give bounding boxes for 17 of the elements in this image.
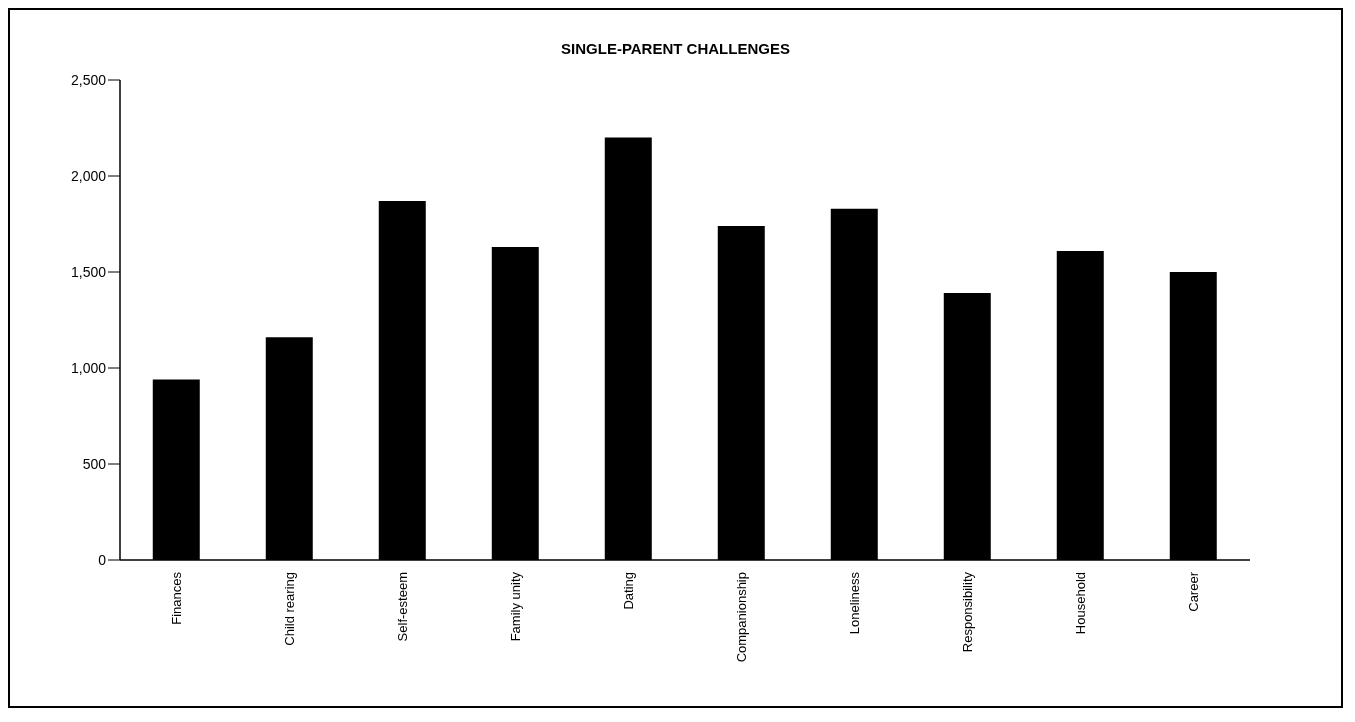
- chart-title: SINGLE-PARENT CHALLENGES: [560, 40, 791, 57]
- x-tick-label: Career: [1185, 571, 1201, 612]
- y-tick-label: 0: [98, 551, 107, 568]
- x-tick-label: Self-esteem: [394, 572, 410, 642]
- x-tick-label: Loneliness: [846, 571, 862, 635]
- y-tick-label: 1,500: [70, 263, 107, 280]
- x-tick-label: Companionship: [733, 572, 749, 663]
- x-tick-label: Responsibility: [959, 571, 975, 653]
- y-tick-label: 2,000: [70, 167, 107, 184]
- x-tick-label: Household: [1072, 572, 1088, 635]
- x-tick-label: Child rearing: [281, 572, 297, 646]
- x-tick-label: Family unity: [507, 571, 523, 642]
- y-tick-label: 500: [82, 455, 107, 472]
- x-tick-label: Finances: [168, 571, 184, 625]
- y-tick-label: 2,500: [70, 71, 107, 88]
- y-tick-label: 1,000: [70, 359, 107, 376]
- x-tick-label: Dating: [620, 572, 636, 610]
